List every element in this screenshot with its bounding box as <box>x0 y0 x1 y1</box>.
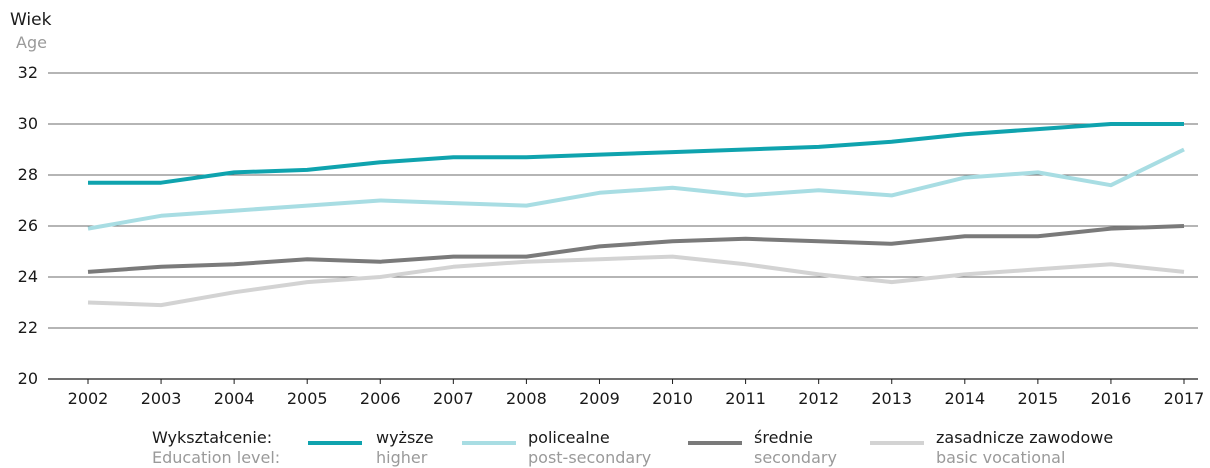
legend-label-post-secondary-pl: policealne <box>528 428 610 447</box>
y-tick-labels: 20 22 24 26 28 30 32 <box>18 63 38 388</box>
line-chart: Wiek Age 20 22 24 26 28 30 32 2002 2003 2004 2005… <box>10 10 1205 408</box>
y-tick-label: 22 <box>18 318 38 337</box>
x-tick-labels: 2002 2003 2004 2005 2006 2007 2008 2009 2010 2011… <box>68 379 1205 408</box>
legend-label-higher: wyższe higher <box>376 428 434 468</box>
x-tick-label: 2003 <box>141 389 182 408</box>
x-tick-label: 2012 <box>798 389 839 408</box>
series-line-post-secondary <box>87 147 1185 231</box>
x-tick-label: 2008 <box>506 389 547 408</box>
x-tick-label: 2015 <box>1018 389 1059 408</box>
legend-swatch-post-secondary <box>462 441 516 445</box>
legend-label-secondary: średnie secondary <box>754 428 837 468</box>
x-tick-label: 2009 <box>579 389 620 408</box>
legend-title-en: Education level: <box>152 448 281 467</box>
series-line-basic-vocational <box>87 254 1185 308</box>
x-tick-label: 2017 <box>1164 389 1205 408</box>
legend: Wykształcenie: Education level: wyższe h… <box>0 424 1210 468</box>
y-tick-label: 28 <box>18 165 38 184</box>
legend-label-higher-en: higher <box>376 448 428 467</box>
legend-label-basic-vocational-en: basic vocational <box>936 448 1066 467</box>
y-tick-label: 26 <box>18 216 38 235</box>
legend-swatch-secondary <box>688 441 742 445</box>
series-lines <box>87 122 1185 308</box>
y-tick-label: 32 <box>18 63 38 82</box>
x-tick-label: 2004 <box>214 389 255 408</box>
y-tick-label: 20 <box>18 369 38 388</box>
legend-label-post-secondary: policealne post-secondary <box>528 428 651 468</box>
x-tick-label: 2013 <box>871 389 912 408</box>
legend-label-higher-pl: wyższe <box>376 428 434 447</box>
x-tick-label: 2007 <box>433 389 474 408</box>
legend-label-basic-vocational: zasadnicze zawodowe basic vocational <box>936 428 1113 468</box>
legend-swatch-higher <box>308 441 362 445</box>
series-line-secondary <box>87 224 1185 274</box>
legend-label-post-secondary-en: post-secondary <box>528 448 652 467</box>
y-axis-title: Wiek <box>10 10 52 30</box>
x-tick-label: 2014 <box>944 389 985 408</box>
x-tick-label: 2002 <box>68 389 109 408</box>
x-tick-label: 2016 <box>1091 389 1132 408</box>
x-tick-label: 2005 <box>287 389 328 408</box>
grid-lines <box>48 72 1198 380</box>
legend-swatch-basic-vocational <box>870 441 924 445</box>
legend-label-basic-vocational-pl: zasadnicze zawodowe <box>936 428 1114 447</box>
legend-label-secondary-pl: średnie <box>754 428 813 447</box>
legend-label-secondary-en: secondary <box>754 448 837 467</box>
legend-title: Wykształcenie: Education level: <box>152 428 280 468</box>
y-tick-label: 30 <box>18 114 38 133</box>
x-tick-label: 2006 <box>360 389 401 408</box>
y-axis-title-en: Age <box>16 33 47 52</box>
series-line-higher <box>88 122 1184 185</box>
x-tick-label: 2011 <box>725 389 766 408</box>
x-tick-label: 2010 <box>652 389 693 408</box>
legend-title-pl: Wykształcenie: <box>152 428 273 447</box>
y-tick-label: 24 <box>18 267 38 286</box>
